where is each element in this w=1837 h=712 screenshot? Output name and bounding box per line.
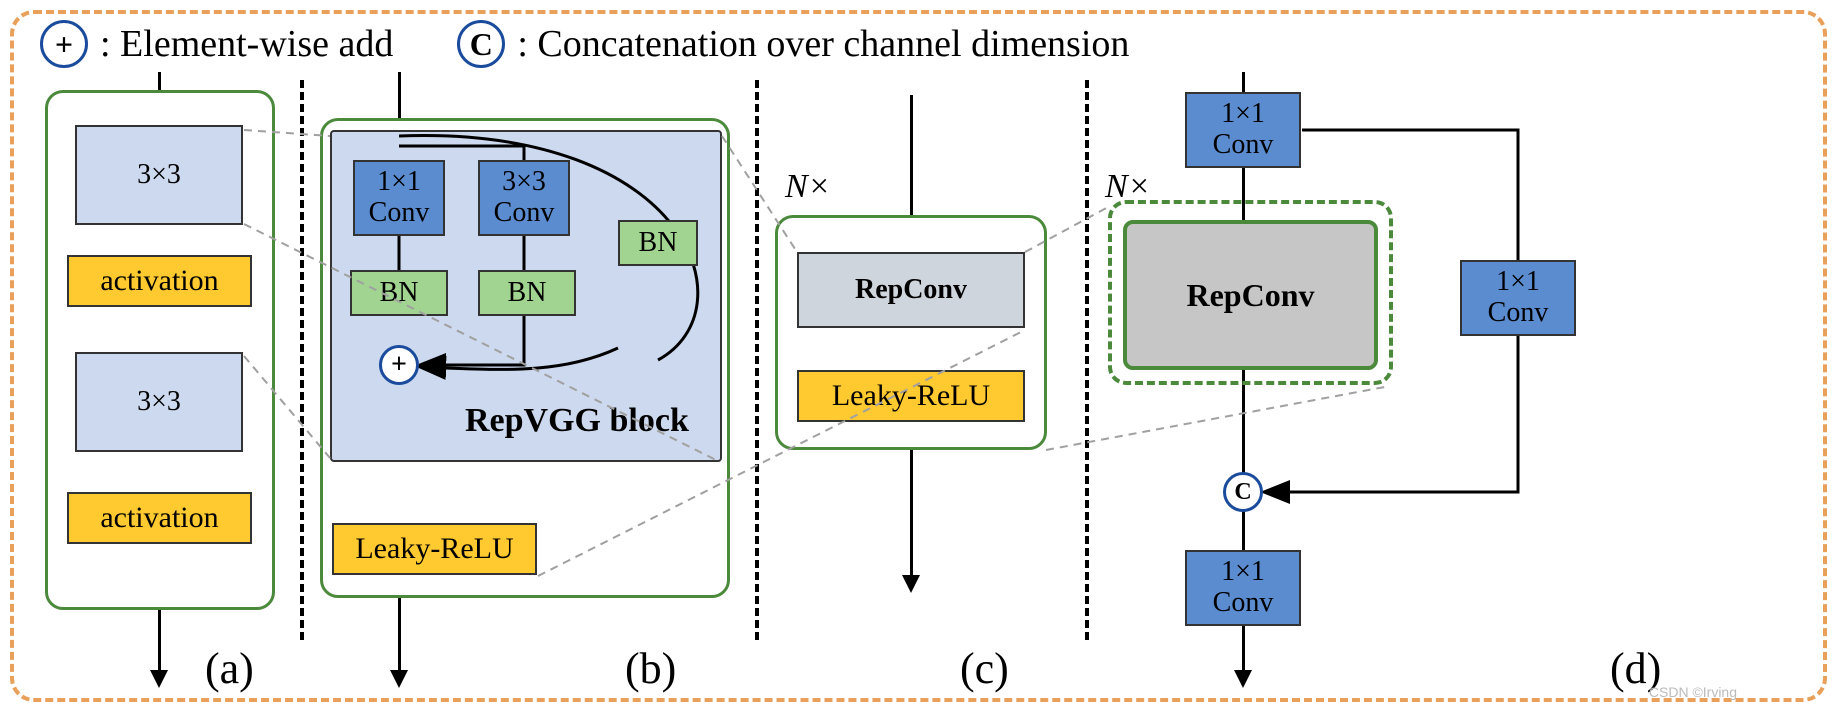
plus-icon: + bbox=[40, 20, 88, 68]
panel-d-conv-right-label: 1×1 Conv bbox=[1488, 267, 1549, 329]
panel-b-plus-icon: + bbox=[379, 345, 419, 385]
panel-a-conv2: 3×3 bbox=[75, 352, 243, 452]
panel-a-conv1: 3×3 bbox=[75, 125, 243, 225]
panel-b-arrowhead bbox=[390, 670, 408, 688]
panel-d-conv-top-label: 1×1 Conv bbox=[1213, 99, 1274, 161]
panel-c-leakyrelu-label: Leaky-ReLU bbox=[832, 379, 990, 413]
separator-1 bbox=[300, 80, 304, 640]
panel-d-arrowhead bbox=[1234, 670, 1252, 688]
concat-icon: C bbox=[457, 20, 505, 68]
panel-b-bn2-label: BN bbox=[508, 277, 547, 309]
panel-c-arrowhead bbox=[902, 575, 920, 593]
panel-b-plus-label: + bbox=[391, 349, 407, 381]
panel-c-leakyrelu: Leaky-ReLU bbox=[797, 370, 1025, 422]
separator-3 bbox=[1085, 80, 1089, 640]
panel-a-label: (a) bbox=[205, 643, 254, 694]
panel-b-leakyrelu-label: Leaky-ReLU bbox=[355, 532, 513, 566]
panel-d-concat-label: C bbox=[1234, 479, 1251, 506]
panel-c-label: (c) bbox=[960, 643, 1009, 694]
panel-d-conv-bottom: 1×1 Conv bbox=[1185, 550, 1301, 626]
panel-b-bn2: BN bbox=[478, 270, 576, 316]
panel-d-conv-top: 1×1 Conv bbox=[1185, 92, 1301, 168]
plus-legend-text: : Element-wise add bbox=[100, 22, 393, 66]
panel-b-bn-right: BN bbox=[618, 220, 698, 266]
repvgg-block-label: RepVGG block bbox=[465, 402, 689, 440]
panel-a-activation1: activation bbox=[67, 255, 252, 307]
panel-d-repconv: RepConv bbox=[1123, 220, 1378, 370]
separator-2 bbox=[755, 80, 759, 640]
panel-a-conv1-label: 3×3 bbox=[137, 159, 181, 191]
panel-a-activation1-label: activation bbox=[100, 264, 218, 298]
panel-d-conv-bottom-label: 1×1 Conv bbox=[1213, 557, 1274, 619]
watermark: CSDN ©Irving bbox=[1649, 684, 1737, 700]
panel-b-leakyrelu: Leaky-ReLU bbox=[332, 523, 537, 575]
panel-a-conv2-label: 3×3 bbox=[137, 386, 181, 418]
panel-c-repconv: RepConv bbox=[797, 252, 1025, 328]
panel-b-label: (b) bbox=[625, 643, 676, 694]
panel-c-repconv-label: RepConv bbox=[855, 274, 967, 306]
panel-d-concat-icon: C bbox=[1223, 472, 1263, 512]
legend-row: + : Element-wise add C : Concatenation o… bbox=[40, 20, 1129, 68]
panel-b-bn1-label: BN bbox=[380, 277, 419, 309]
panel-b-bn1: BN bbox=[350, 270, 448, 316]
panel-d-conv-right: 1×1 Conv bbox=[1460, 260, 1576, 336]
panel-a-activation2-label: activation bbox=[100, 501, 218, 535]
panel-d-repconv-label: RepConv bbox=[1186, 277, 1314, 314]
panel-c-nx-label: N× bbox=[785, 168, 831, 206]
panel-b-bn-right-label: BN bbox=[639, 227, 678, 259]
panel-b-conv1x1-label: 1×1 Conv bbox=[369, 167, 430, 229]
concat-legend-text: : Concatenation over channel dimension bbox=[517, 22, 1129, 66]
panel-a-arrowhead bbox=[150, 670, 168, 688]
panel-b-conv1x1: 1×1 Conv bbox=[353, 160, 445, 236]
panel-a-activation2: activation bbox=[67, 492, 252, 544]
panel-b-conv3x3-label: 3×3 Conv bbox=[494, 167, 555, 229]
panel-b-conv3x3: 3×3 Conv bbox=[478, 160, 570, 236]
